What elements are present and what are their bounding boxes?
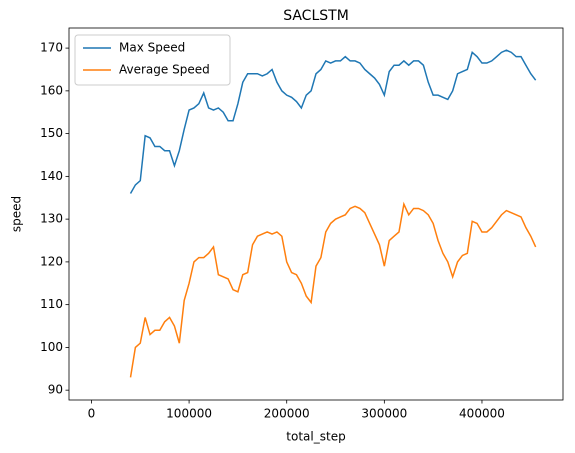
y-tick-label: 150 xyxy=(40,126,63,140)
line-series xyxy=(129,49,537,194)
x-axis-label: total_step xyxy=(286,430,345,444)
chart-title: SACLSTM xyxy=(283,8,349,24)
y-tick-label: 90 xyxy=(48,383,63,397)
y-tick-label: 170 xyxy=(40,41,63,55)
legend: Max Speed Average Speed xyxy=(74,34,231,86)
legend-label: Max Speed xyxy=(119,41,185,55)
y-axis-label: speed xyxy=(10,196,24,232)
y-tick-label: 160 xyxy=(40,83,63,97)
x-tick-label: 200000 xyxy=(264,407,310,421)
legend-box xyxy=(74,34,231,86)
x-tick-label: 400000 xyxy=(459,407,505,421)
plot-frame xyxy=(68,27,564,401)
y-tick-label: 100 xyxy=(40,340,63,354)
x-tick-label: 100000 xyxy=(166,407,212,421)
y-tick-label: 120 xyxy=(40,254,63,268)
y-tick-label: 130 xyxy=(40,212,63,226)
y-tick-label: 140 xyxy=(40,169,63,183)
y-tick-label: 110 xyxy=(40,297,63,311)
line-series xyxy=(129,201,537,378)
legend-label: Average Speed xyxy=(119,63,210,77)
x-tick-label: 300000 xyxy=(361,407,407,421)
x-tick-label: 0 xyxy=(88,407,96,421)
